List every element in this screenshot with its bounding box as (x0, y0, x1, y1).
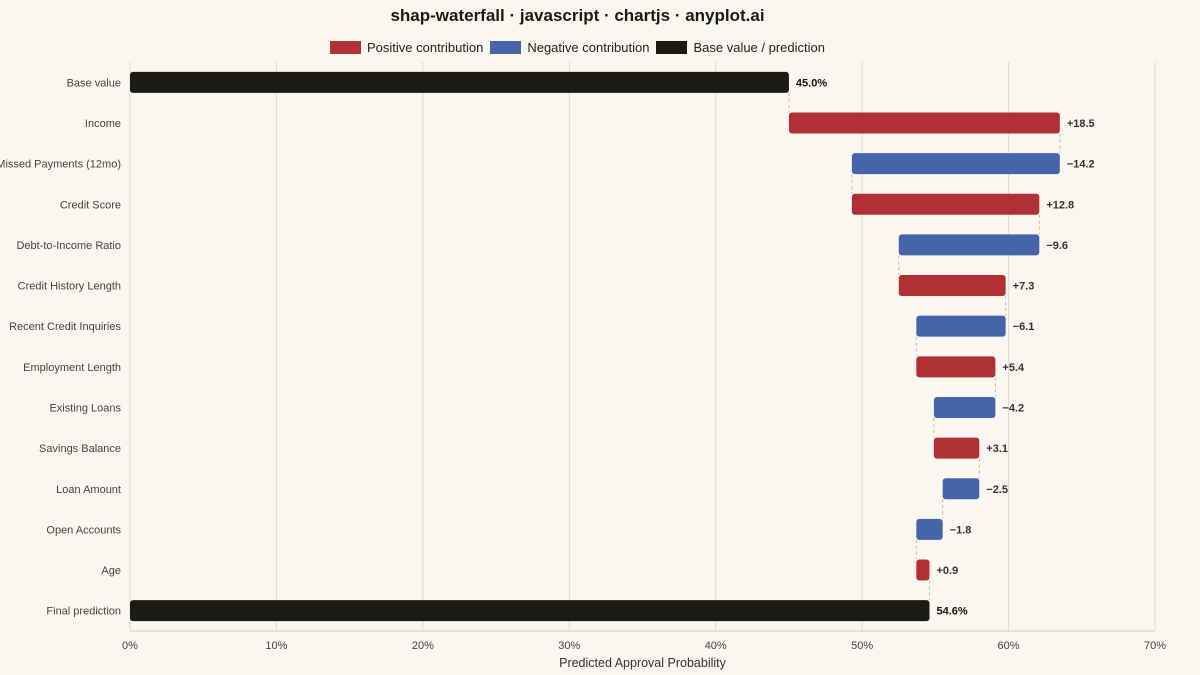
legend-label-negative: Negative contribution (527, 40, 650, 55)
legend-swatch-positive (329, 41, 361, 54)
category-label: Loan Amount (56, 484, 121, 496)
category-label: Credit History Length (18, 281, 121, 293)
value-label: −4.2 (1002, 402, 1024, 414)
legend: Positive contribution Negative contribut… (0, 40, 1155, 55)
category-label: Income (85, 118, 121, 130)
x-tick-label: 60% (998, 640, 1020, 652)
legend-item-positive[interactable]: Positive contribution (329, 40, 484, 55)
bar-positive[interactable] (788, 112, 1060, 134)
x-axis-title: Predicted Approval Probability (559, 656, 726, 670)
bar-positive[interactable] (916, 356, 996, 378)
bar-negative[interactable] (898, 234, 1040, 256)
category-label: Final prediction (46, 606, 121, 618)
category-label: Open Accounts (46, 524, 121, 536)
legend-swatch-total (656, 41, 688, 54)
bar-negative[interactable] (933, 396, 996, 418)
bar-positive[interactable] (916, 559, 930, 581)
value-label: +7.3 (1013, 281, 1035, 293)
value-label: +3.1 (986, 443, 1008, 455)
bar-positive[interactable] (851, 193, 1040, 215)
category-label: Existing Loans (49, 402, 121, 414)
legend-swatch-negative (490, 41, 522, 54)
bar-negative[interactable] (942, 478, 980, 500)
legend-label-total: Base value / prediction (693, 40, 825, 55)
x-tick-label: 70% (1144, 640, 1166, 652)
bar-negative[interactable] (916, 315, 1006, 337)
category-label: Savings Balance (39, 443, 121, 455)
x-tick-label: 40% (705, 640, 727, 652)
x-tick-label: 20% (412, 640, 434, 652)
category-label: Debt-to-Income Ratio (16, 240, 121, 252)
value-label: +0.9 (937, 565, 959, 577)
legend-item-negative[interactable]: Negative contribution (490, 40, 649, 55)
bar-total[interactable] (130, 600, 930, 622)
value-label: −9.6 (1046, 240, 1068, 252)
x-tick-label: 10% (265, 640, 287, 652)
bar-positive[interactable] (933, 437, 980, 459)
legend-label-positive: Positive contribution (366, 40, 484, 55)
value-label: −2.5 (986, 484, 1008, 496)
value-label: +12.8 (1046, 199, 1074, 211)
x-tick-label: 30% (558, 640, 580, 652)
value-label: +5.4 (1002, 362, 1025, 374)
category-label: Base value (67, 77, 121, 89)
value-label: −1.8 (950, 524, 972, 536)
x-tick-label: 50% (851, 640, 873, 652)
bar-negative[interactable] (851, 153, 1060, 175)
bar-negative[interactable] (916, 518, 943, 540)
category-label: Credit Score (60, 199, 121, 211)
category-label: Missed Payments (12mo) (0, 159, 121, 171)
value-label: −14.2 (1067, 159, 1095, 171)
chart-title: shap-waterfall · javascript · chartjs · … (390, 6, 765, 25)
value-label: +18.5 (1067, 118, 1095, 130)
bar-positive[interactable] (898, 275, 1006, 297)
x-tick-label: 0% (122, 640, 138, 652)
value-label: 45.0% (796, 77, 827, 89)
category-label: Age (101, 565, 121, 577)
value-label: 54.6% (937, 606, 968, 618)
bar-total[interactable] (130, 71, 789, 93)
value-label: −6.1 (1013, 321, 1035, 333)
category-label: Recent Credit Inquiries (9, 321, 121, 333)
legend-item-total[interactable]: Base value / prediction (656, 40, 825, 55)
category-label: Employment Length (23, 362, 121, 374)
